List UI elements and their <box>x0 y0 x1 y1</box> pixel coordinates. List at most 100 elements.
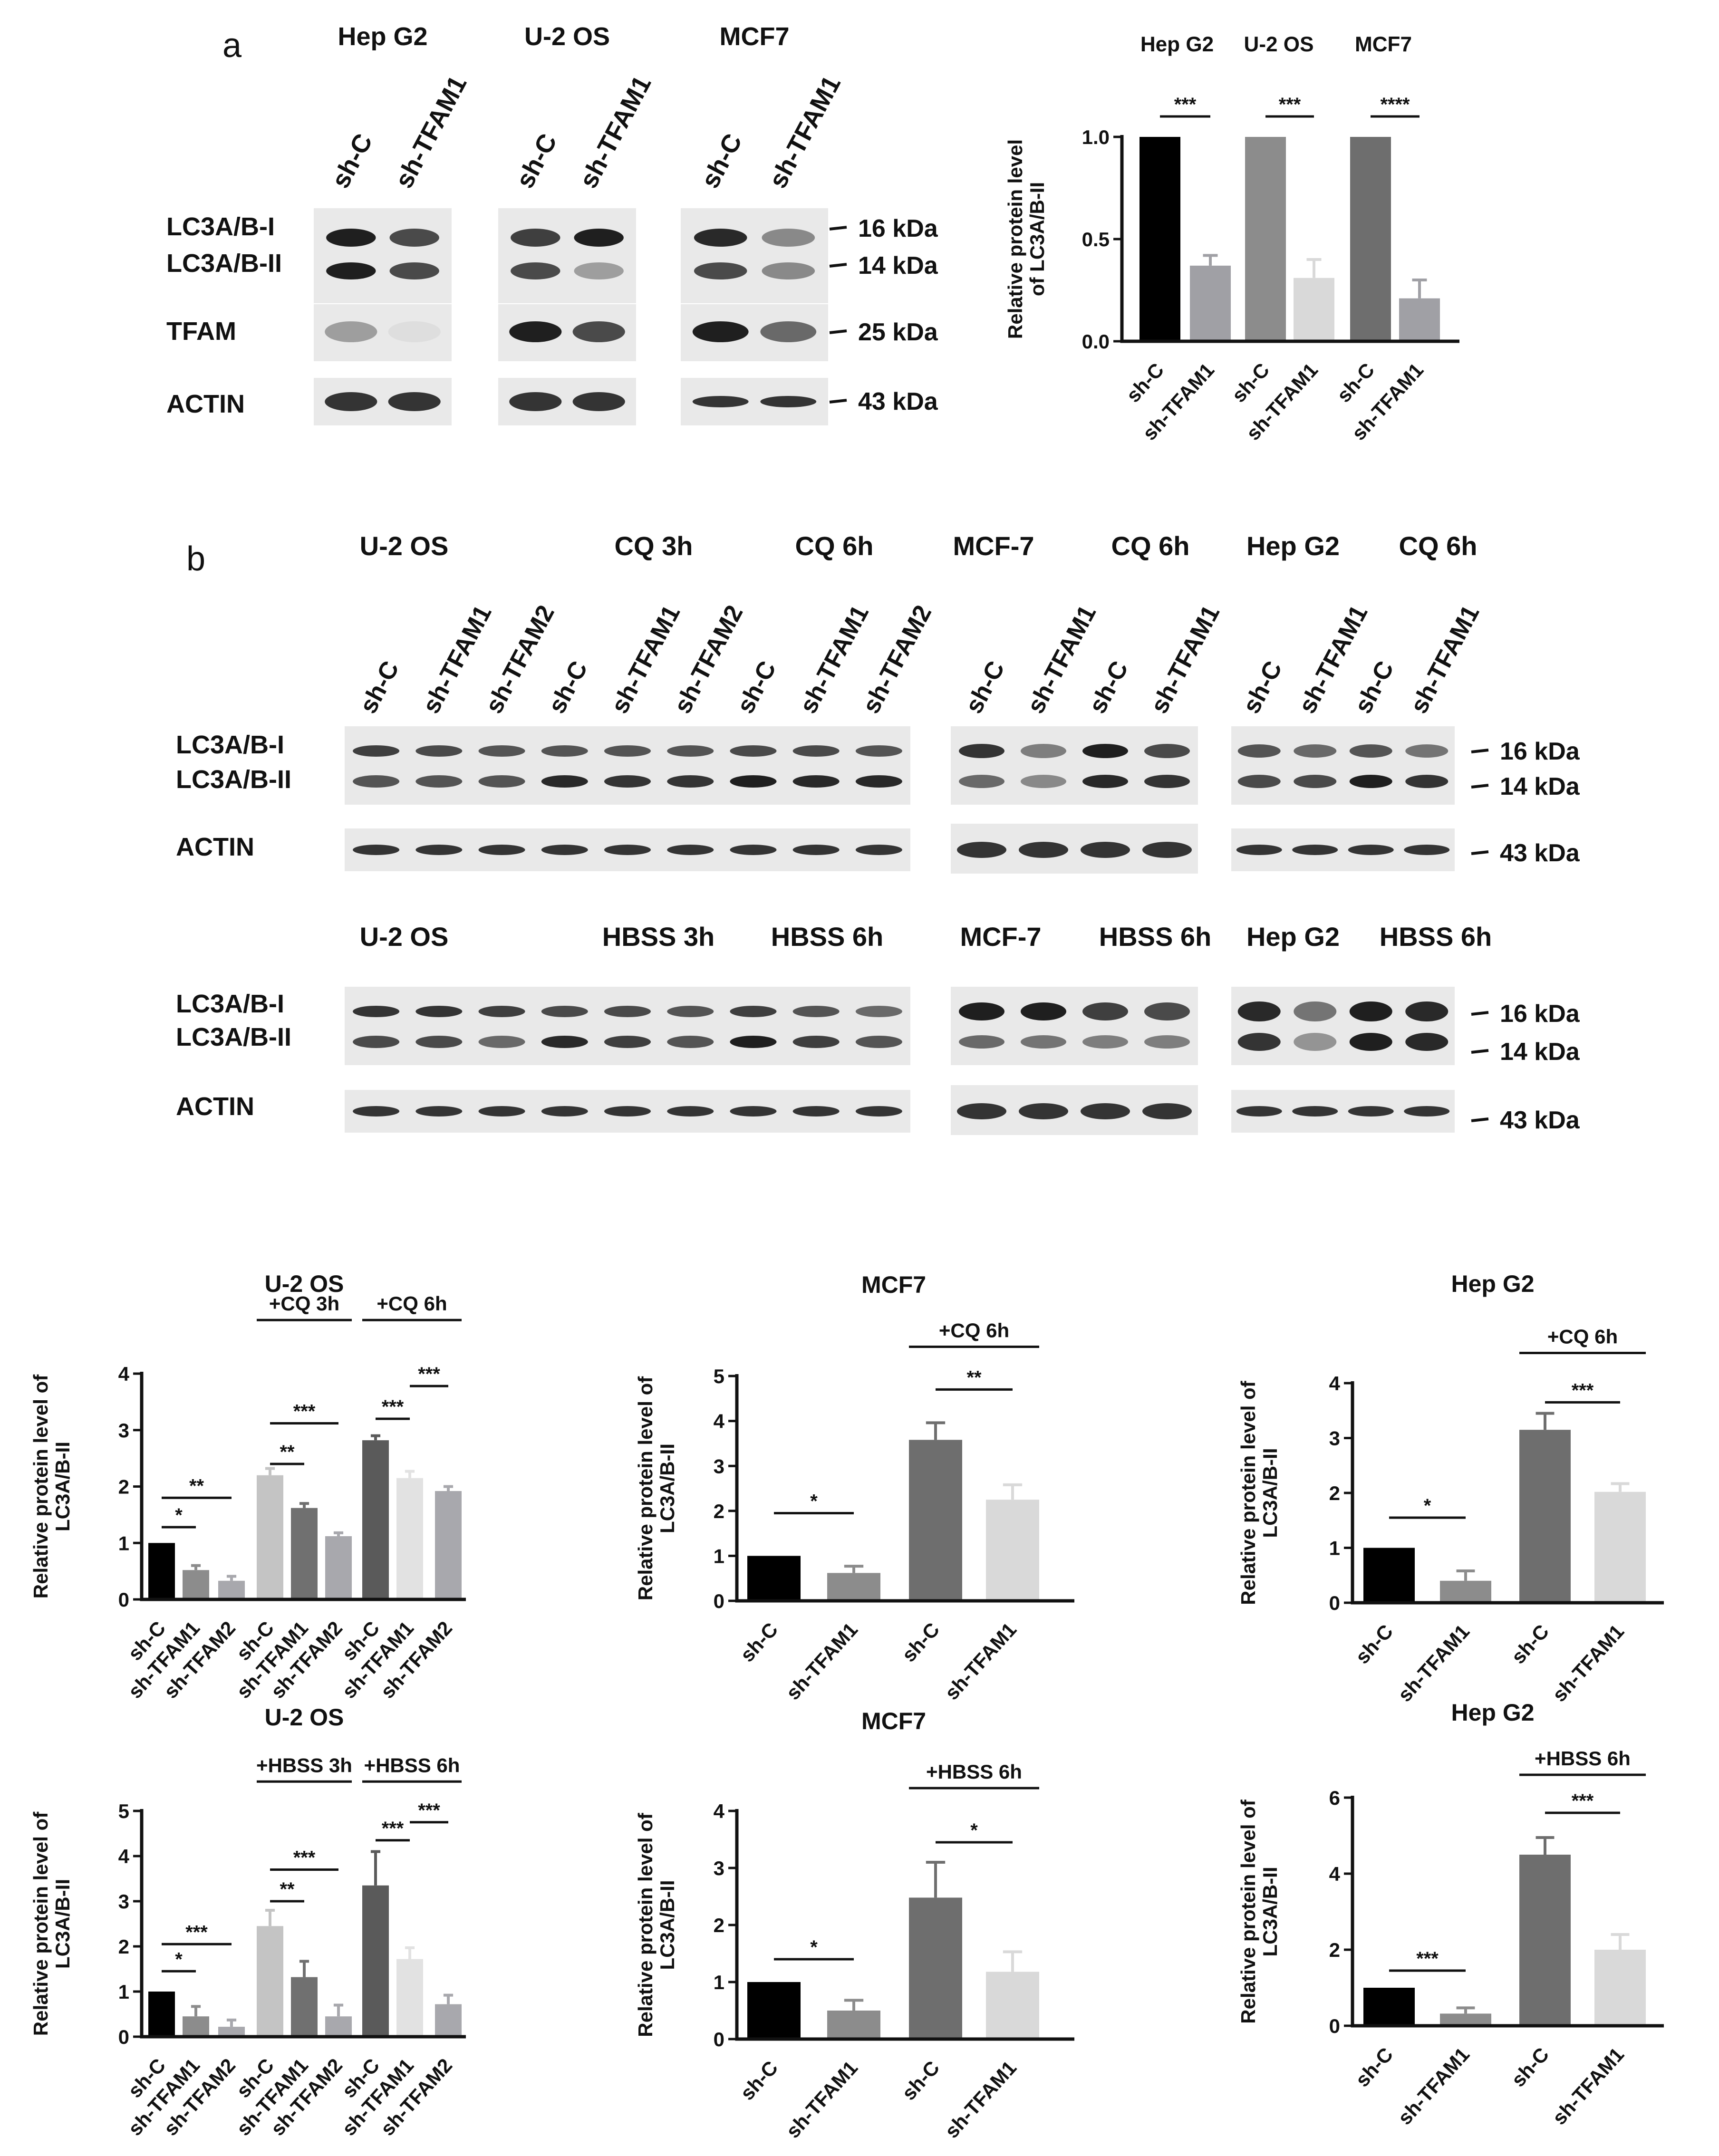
y-tick-label: 4 <box>714 1410 725 1433</box>
row-label: ACTIN <box>166 390 245 418</box>
row-label: LC3A/B-I <box>176 990 284 1018</box>
condition-header: HBSS 3h <box>602 922 715 952</box>
chart-uos-hbss: 0 1 2 3 4 5 Relative protein level of LC3A/B-II… <box>29 1704 466 2140</box>
significance-label: *** <box>293 1848 316 1868</box>
bar <box>1519 1855 1571 2024</box>
blot-band <box>353 1106 400 1116</box>
bar <box>1594 1950 1646 2024</box>
kda-marker: 43 kDa <box>1500 1107 1580 1134</box>
blot-band <box>730 775 777 788</box>
blot-band <box>1082 744 1128 758</box>
lane-label: sh-C <box>326 129 378 193</box>
blot-band <box>1405 775 1449 788</box>
blot-lc3 <box>498 208 636 303</box>
y-tick-label: 0 <box>118 1588 129 1611</box>
x-tick-label: sh-TFAM1 <box>1548 1620 1628 1706</box>
blot-band <box>667 1106 714 1116</box>
x-tick-label: sh-C <box>898 2057 944 2105</box>
bar <box>325 1536 352 1598</box>
x-tick-label: sh-TFAM1 <box>782 2057 862 2143</box>
blot-band <box>353 1036 400 1048</box>
group-header: U-2 OS <box>1244 33 1313 56</box>
blot-band <box>541 1106 588 1116</box>
row-label: LC3A/B-II <box>176 1023 291 1051</box>
group-label: +CQ 6h <box>1547 1325 1618 1348</box>
y-tick-label: 4 <box>714 1800 725 1822</box>
blot-band <box>730 1006 777 1017</box>
blot-band <box>1142 842 1192 858</box>
blot-band <box>604 775 651 788</box>
x-tick-label: sh-TFAM1 <box>1393 1620 1474 1706</box>
row-label: TFAM <box>166 317 236 346</box>
y-tick-label: 1 <box>714 1545 724 1568</box>
row-label: LC3A/B-II <box>176 765 291 794</box>
blot-band <box>1237 1033 1281 1051</box>
condition-header: MCF-7 <box>960 922 1041 952</box>
blot-band <box>478 845 525 855</box>
blot-band <box>1236 845 1282 855</box>
blot-lc3-uos <box>345 987 910 1065</box>
bar <box>218 1580 245 1598</box>
x-tick-label: sh-TFAM1 <box>1548 2043 1628 2129</box>
y-tick-label: 0.0 <box>1082 330 1110 353</box>
bar <box>1294 278 1334 340</box>
panel-letter-a: a <box>222 27 242 65</box>
significance-label: ** <box>280 1879 295 1900</box>
y-tick-label: 2 <box>118 1935 129 1958</box>
blot-band <box>1019 1103 1068 1119</box>
blot-band <box>1294 775 1337 788</box>
blot-band <box>1405 1001 1449 1021</box>
blot-actin <box>314 378 452 425</box>
blot-band <box>572 321 625 342</box>
bar <box>148 1543 175 1598</box>
significance-label: ** <box>966 1367 982 1388</box>
blot-band <box>604 1036 651 1048</box>
x-tick-label: sh-C <box>736 1618 782 1666</box>
marker-tick <box>1471 1117 1489 1122</box>
condition-header: MCF-7 <box>953 531 1034 561</box>
chart-mcf-hbss: 0 1 2 3 4 Relative protein level of LC3A/B-II s… <box>634 1708 1074 2142</box>
blot-lc3-mcf <box>951 987 1198 1065</box>
y-tick-label: 0 <box>118 2026 129 2048</box>
y-axis-label: Relative protein level of <box>29 1374 52 1598</box>
blot-band <box>415 1106 463 1116</box>
lane-label: sh-C <box>543 656 593 718</box>
blot-band <box>388 392 441 411</box>
significance-label: *** <box>1174 94 1197 115</box>
y-tick-label: 2 <box>714 1500 724 1522</box>
lane-label: sh-TFAM1 <box>763 71 846 193</box>
blot-band <box>325 392 377 411</box>
condition-header: CQ 3h <box>615 531 693 561</box>
blot-band <box>667 1036 714 1048</box>
y-tick-label: 4 <box>118 1845 130 1867</box>
lane-label: sh-C <box>354 656 404 718</box>
significance-label: **** <box>1380 94 1410 115</box>
blot-band <box>959 744 1004 758</box>
blot-membrane <box>1231 987 1455 1065</box>
blot-band <box>415 745 463 757</box>
bar <box>1363 1988 1415 2024</box>
blot-band <box>388 321 441 342</box>
y-axis-label: Relative protein level of <box>1237 1380 1259 1605</box>
bar <box>291 1977 318 2035</box>
y-tick-label: 3 <box>118 1419 129 1442</box>
significance-label: *** <box>382 1818 404 1839</box>
x-tick-label: sh-C <box>1227 359 1274 407</box>
blot-band <box>1237 775 1281 788</box>
blot-band <box>760 396 817 407</box>
blot-band <box>1021 744 1066 758</box>
blot-band <box>855 1036 902 1048</box>
marker-tick <box>1471 850 1489 855</box>
blot-band <box>792 1006 840 1017</box>
blot-band <box>1292 1106 1338 1116</box>
blot-band <box>353 1006 400 1017</box>
bar <box>183 2016 209 2035</box>
blot-band <box>604 1006 651 1017</box>
bar <box>257 1475 283 1598</box>
chart-title: MCF7 <box>861 1271 926 1298</box>
lane-label: sh-C <box>1083 656 1133 718</box>
blot-tfam <box>681 304 828 361</box>
y-axis-label: LC3A/B-II <box>656 1880 678 1970</box>
bar <box>435 1491 462 1598</box>
blot-band <box>730 1036 777 1048</box>
